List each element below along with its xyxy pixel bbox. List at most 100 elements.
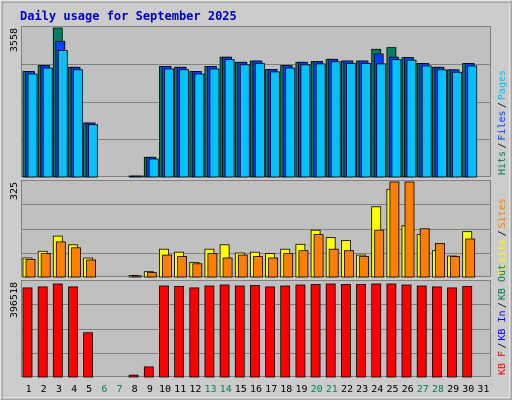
bar-kb-f-day-30	[462, 285, 473, 378]
bar-pages-day-2	[42, 67, 53, 178]
bar-kb-f-day-15	[234, 285, 245, 378]
bar-pages-day-5	[88, 124, 98, 178]
x-tick-label-day-26: 26	[402, 384, 414, 395]
bar-sites-day-16	[252, 256, 263, 278]
bar-pages-day-19	[300, 64, 311, 178]
bar-pages-day-21	[330, 61, 341, 178]
bar-kb-f-day-3	[52, 283, 63, 378]
x-tick-label-day-9: 9	[147, 384, 153, 395]
x-tick-label-day-15: 15	[235, 384, 247, 395]
bar-sites-day-8	[131, 275, 142, 278]
bar-kb-f-day-22	[340, 284, 351, 378]
bar-pages-day-16	[254, 63, 265, 178]
bar-pages-day-8	[133, 175, 144, 178]
bar-kb-f-day-1	[22, 287, 33, 378]
legend-pages: Pages	[497, 70, 508, 100]
x-tick-label-day-6: 6	[101, 384, 107, 395]
legend: KB F / KB In / KB Out	[497, 264, 508, 375]
bar-sites-day-29	[450, 256, 460, 278]
bar-pages-day-26	[406, 59, 417, 178]
x-tick-label-day-2: 2	[41, 384, 47, 395]
bars	[22, 27, 478, 178]
y-max-label: 3558	[9, 28, 20, 52]
bar-sites-day-30	[465, 238, 476, 278]
legend: Hits / Files / Pages	[497, 70, 508, 175]
x-tick-label-day-16: 16	[250, 384, 262, 395]
bar-pages-day-24	[376, 63, 387, 178]
bar-sites-day-18	[283, 253, 294, 278]
legend-files: Files	[497, 110, 508, 140]
bar-sites-day-2	[40, 253, 51, 278]
legend-hits: Hits	[497, 151, 508, 175]
bar-pages-day-10	[164, 68, 174, 178]
bar-pages-day-17	[270, 71, 281, 178]
x-tick-label-day-5: 5	[86, 384, 92, 395]
bar-kb-f-day-23	[356, 284, 366, 378]
bar-sites-day-21	[328, 248, 339, 278]
panel-hits-files-pages: 3558 Hits / Files / Pages	[9, 26, 508, 178]
legend-visits: Visits	[497, 239, 508, 275]
bar-kb-f-day-19	[295, 284, 306, 378]
y-max-label: 325	[9, 182, 20, 200]
bar-pages-day-13	[209, 68, 220, 178]
bar-sites-day-26	[404, 181, 415, 278]
x-tick-label-day-23: 23	[356, 384, 368, 395]
bar-kb-f-day-4	[68, 286, 78, 378]
x-tick-label-day-31: 31	[477, 384, 489, 395]
bar-sites-day-24	[374, 229, 385, 278]
bar-kb-f-day-24	[371, 283, 382, 378]
bar-sites-day-14	[222, 257, 233, 278]
panel-visits-sites: 325 Visits / Sites	[9, 180, 508, 278]
panel-kbytes: 396518 KB F / KB In / KB Out	[9, 264, 508, 378]
bar-kb-f-day-20	[310, 284, 321, 378]
chart-panels: 3558 Hits / Files / Pages 325 Visits / Sites 39651…	[9, 26, 508, 378]
x-tick-label-day-18: 18	[280, 384, 292, 395]
chart-title: Daily usage for September 2025	[20, 9, 237, 23]
bar-sites-day-5	[86, 259, 96, 278]
bar-sites-day-11	[177, 256, 188, 278]
x-tick-label-day-3: 3	[56, 384, 62, 395]
bar-pages-day-29	[452, 71, 462, 178]
bar-kb-f-day-18	[280, 285, 291, 378]
bar-sites-day-4	[71, 247, 81, 278]
bar-sites-day-25	[389, 181, 400, 278]
bar-kb-f-day-26	[401, 284, 412, 378]
bar-sites-day-9	[146, 272, 157, 278]
x-tick-label-day-14: 14	[220, 384, 232, 395]
x-tick-label-day-24: 24	[371, 384, 383, 395]
bar-pages-day-28	[436, 69, 447, 178]
x-tick-label-day-12: 12	[189, 384, 201, 395]
bar-pages-day-3	[57, 50, 68, 178]
x-axis-labels: 1 2 3 4 5 6 7 8 9 10 11 12 13 14 15 16 17 18 19 20 21 22 23 24 2…	[26, 384, 490, 395]
bar-pages-day-15	[239, 64, 250, 178]
bar-sites-day-19	[298, 250, 309, 278]
x-tick-label-day-10: 10	[159, 384, 171, 395]
bar-kb-f-day-13	[204, 285, 215, 378]
bar-kb-f-day-17	[265, 286, 276, 378]
x-tick-label-day-20: 20	[311, 384, 323, 395]
bar-kb-f-day-27	[416, 285, 427, 378]
legend-separator: /	[497, 302, 508, 308]
bar-sites-day-17	[268, 257, 279, 278]
x-tick-label-day-21: 21	[326, 384, 338, 395]
bar-kb-f-day-16	[249, 285, 260, 378]
x-tick-label-day-7: 7	[116, 384, 122, 395]
bar-kb-f-day-10	[159, 285, 169, 378]
x-tick-label-day-27: 27	[417, 384, 429, 395]
bar-kb-f-day-21	[325, 283, 336, 378]
bar-kb-f-day-28	[431, 286, 442, 378]
legend-separator: /	[497, 143, 508, 149]
bar-pages-day-23	[361, 63, 371, 178]
bar-sites-day-20	[313, 234, 324, 278]
legend-kb-f: KB F	[497, 351, 508, 375]
bar-sites-day-1	[25, 259, 36, 278]
legend-separator: /	[497, 343, 508, 349]
bar-kb-f-day-14	[219, 284, 230, 378]
bar-sites-day-15	[237, 254, 248, 278]
bar-pages-day-18	[285, 67, 296, 178]
x-tick-label-day-29: 29	[447, 384, 459, 395]
bar-kb-f-day-12	[189, 287, 200, 378]
